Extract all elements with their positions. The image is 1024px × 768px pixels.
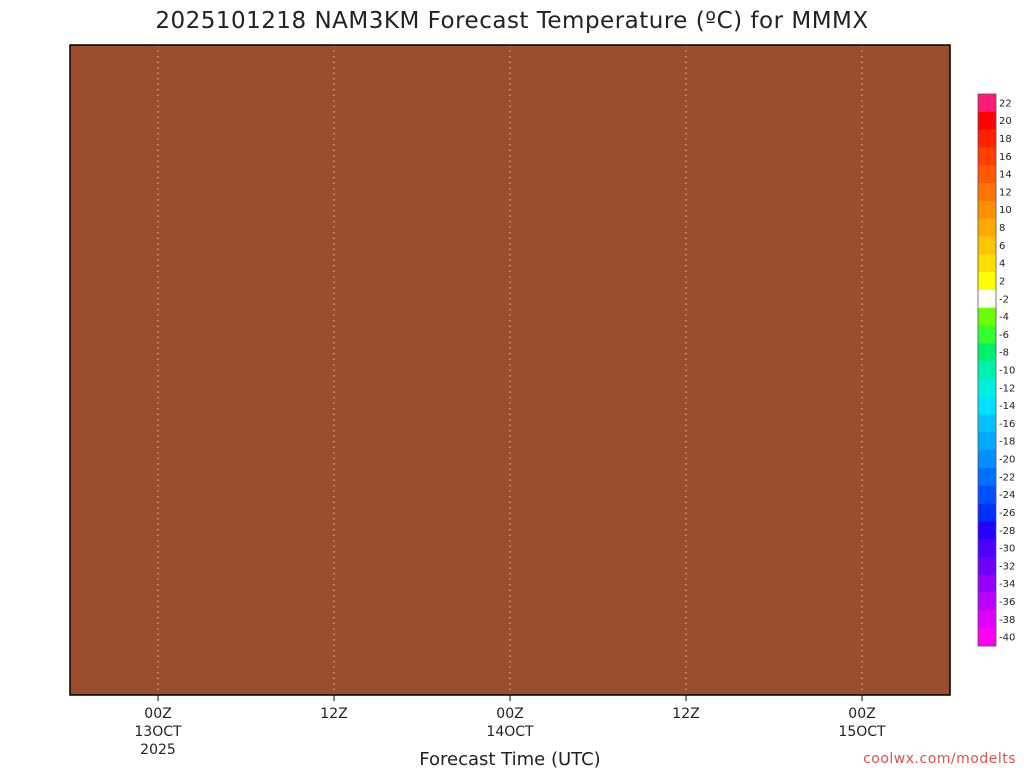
colorbar-label: 14	[999, 170, 1012, 181]
colorbar-label: 6	[999, 241, 1005, 252]
credit-label: coolwx.com/modelts	[863, 751, 1016, 767]
x-tick-label: 12Z	[320, 706, 347, 722]
colorbar-label: -10	[999, 366, 1015, 377]
x-tick-year: 2025	[140, 742, 176, 758]
colorbar-label: -32	[999, 561, 1015, 572]
colorbar-swatch	[978, 414, 996, 433]
colorbar-swatch	[978, 450, 996, 469]
colorbar-swatch	[978, 325, 996, 344]
colorbar-swatch	[978, 218, 996, 237]
colorbar-label: -34	[999, 579, 1015, 590]
x-tick-label: 00Z	[144, 706, 171, 722]
colorbar-label: -26	[999, 508, 1015, 519]
x-tick-date: 15OCT	[838, 724, 886, 740]
colorbar-label: 12	[999, 187, 1012, 198]
colorbar-label: -12	[999, 383, 1015, 394]
colorbar-swatch	[978, 396, 996, 415]
colorbar-label: -36	[999, 597, 1015, 608]
colorbar-swatch	[978, 592, 996, 611]
colorbar-label: -14	[999, 401, 1015, 412]
colorbar-swatch	[978, 556, 996, 576]
colorbar-swatch	[978, 485, 996, 504]
colorbar-swatch	[978, 361, 996, 380]
colorbar-swatch	[978, 111, 996, 130]
colorbar-swatch	[978, 183, 996, 202]
colorbar-swatch	[978, 165, 996, 184]
colorbar-label: -8	[999, 348, 1009, 359]
colorbar-label: 22	[999, 98, 1012, 109]
colorbar-label: 20	[999, 116, 1012, 127]
x-tick-label: 00Z	[848, 706, 875, 722]
colorbar-label: -18	[999, 437, 1015, 448]
colorbar-label: -2	[999, 294, 1009, 305]
colorbar-label: -24	[999, 490, 1015, 501]
colorbar-swatch	[978, 539, 996, 558]
colorbar-label: -6	[999, 330, 1009, 341]
colorbar-label: -20	[999, 455, 1015, 466]
colorbar-swatch	[978, 307, 996, 326]
colorbar-swatch	[978, 236, 996, 255]
colorbar-label: -28	[999, 526, 1015, 537]
x-tick-date: 14OCT	[486, 724, 534, 740]
colorbar-label: -38	[999, 615, 1015, 626]
x-tick-label: 12Z	[672, 706, 699, 722]
colorbar-swatch	[978, 432, 996, 451]
colorbar-swatch	[978, 628, 996, 647]
colorbar-frame	[977, 93, 997, 647]
colorbar-swatch	[978, 467, 996, 487]
chart-title: 2025101218 NAM3KM Forecast Temperature (…	[155, 8, 868, 34]
colorbar-swatch	[978, 272, 996, 291]
colorbar-label: -4	[999, 312, 1009, 323]
colorbar-label: -22	[999, 472, 1015, 483]
colorbar-label: -30	[999, 544, 1015, 555]
colorbar-label: 4	[999, 259, 1005, 270]
colorbar-legend: 22 20 18 16 14 12 10 8 6 4 2 -2 -4 -6 -8 -10 -12 -14 -16 -1…	[977, 93, 1015, 647]
grid-lines	[157, 45, 863, 695]
colorbar-swatch	[978, 147, 996, 166]
colorbar-swatch	[978, 289, 996, 308]
x-axis: 00Z 13OCT 2025 12Z 00Z 14OCT 12Z 00Z 15OCT	[134, 695, 886, 758]
colorbar-swatch	[978, 521, 996, 540]
colorbar-label: -16	[999, 419, 1015, 430]
colorbar-label: 8	[999, 223, 1005, 234]
x-axis-label: Forecast Time (UTC)	[419, 749, 600, 768]
colorbar-swatch	[978, 129, 996, 148]
x-tick-label: 00Z	[496, 706, 523, 722]
colorbar-swatch	[978, 254, 996, 273]
colorbar-label: 18	[999, 134, 1012, 145]
colorbar-label: 2	[999, 276, 1005, 287]
colorbar-label: -40	[999, 633, 1015, 644]
colorbar-label: 10	[999, 205, 1012, 216]
colorbar-swatch	[978, 200, 996, 219]
colorbar-swatch	[978, 378, 996, 398]
colorbar-swatch	[978, 574, 996, 593]
colorbar-swatch	[978, 343, 996, 362]
colorbar-swatch	[978, 610, 996, 629]
colorbar-swatch	[978, 94, 996, 113]
colorbar-label: 16	[999, 152, 1012, 163]
x-tick-date: 13OCT	[134, 724, 182, 740]
colorbar-swatch	[978, 503, 996, 522]
